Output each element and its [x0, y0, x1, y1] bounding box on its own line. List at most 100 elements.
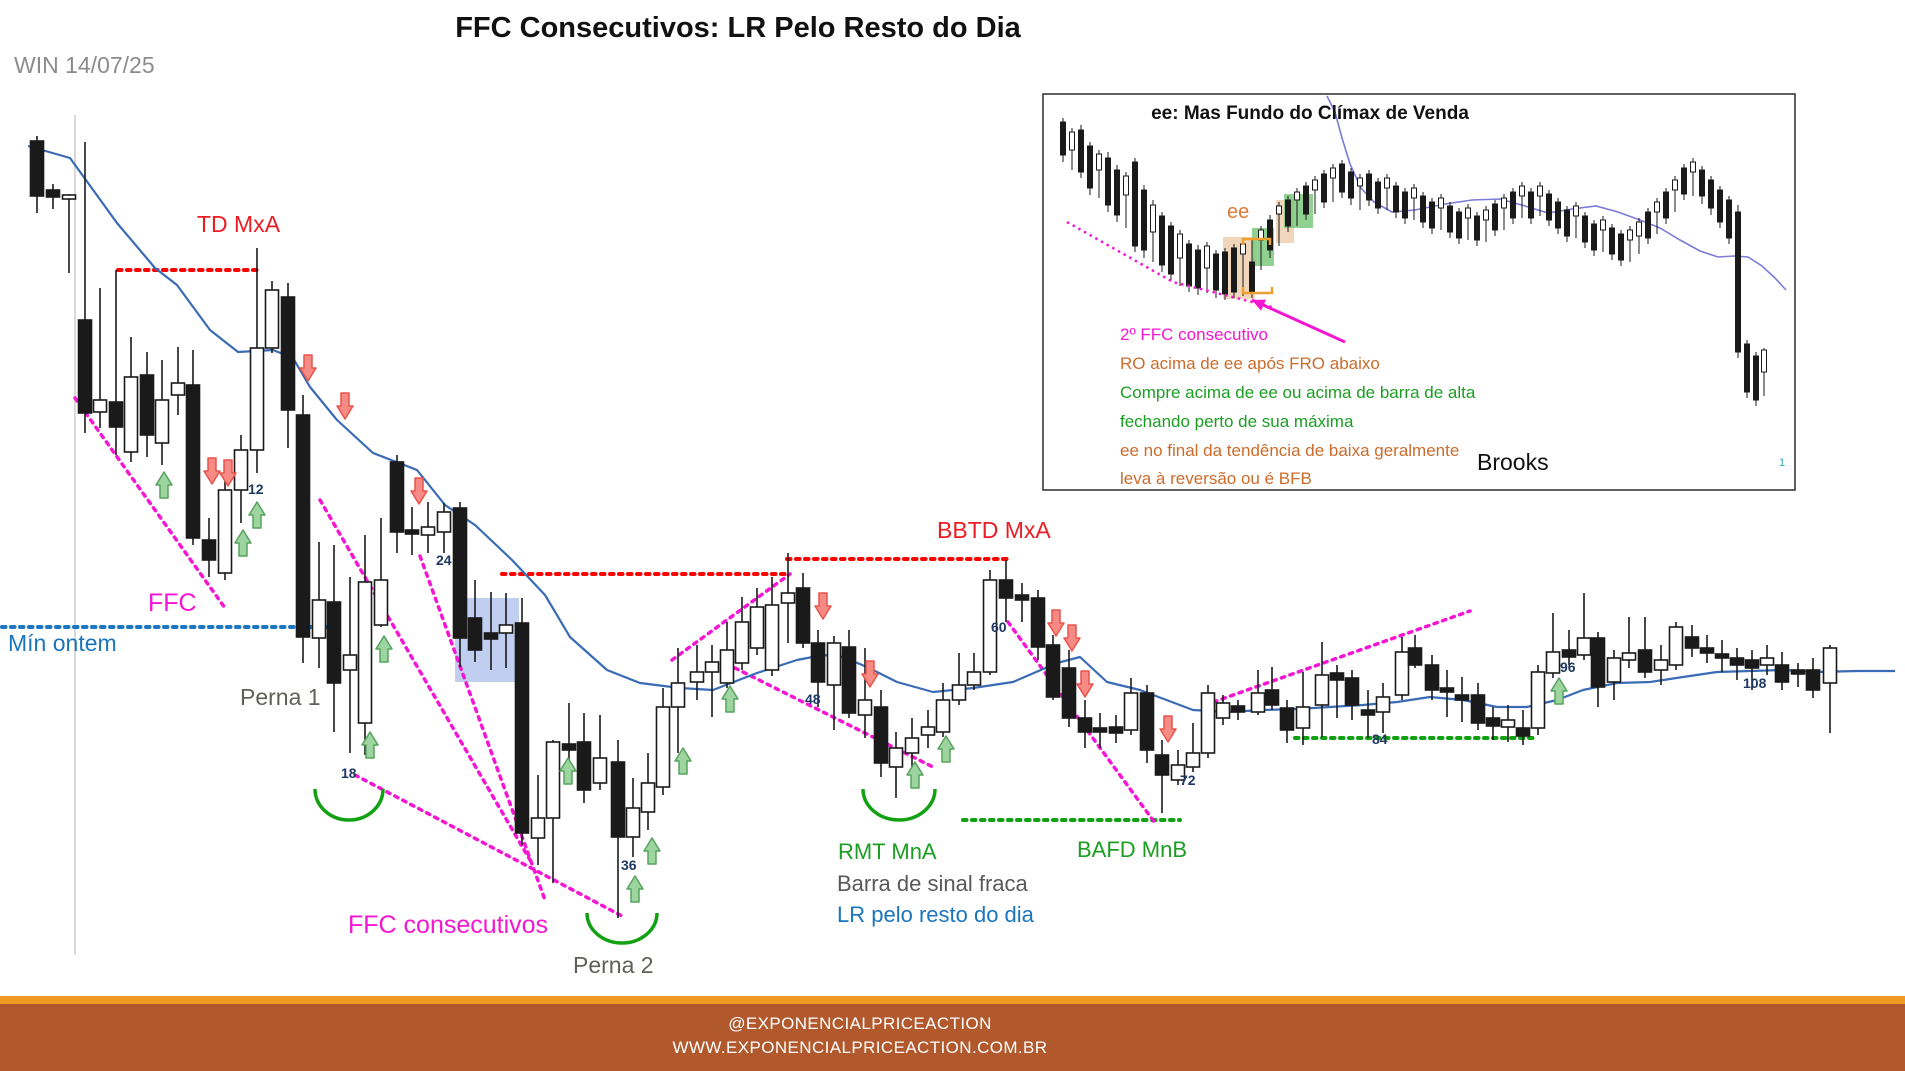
arc-18	[313, 788, 385, 822]
candlestick-bar	[1279, 700, 1295, 743]
inset-pointer-arrowhead	[1252, 299, 1266, 311]
candlestick-bar	[1123, 172, 1129, 228]
candlestick-bar	[841, 630, 857, 718]
candlestick-bar	[1030, 590, 1046, 660]
candlestick-bar	[1515, 710, 1531, 745]
candlestick-bar	[1530, 665, 1546, 735]
candlestick-bar	[217, 468, 233, 580]
candlestick-bar	[357, 535, 373, 755]
candlestick-bar	[1759, 645, 1775, 675]
candlestick-bar	[1060, 118, 1066, 162]
candlestick-bar	[1501, 194, 1507, 230]
candlestick-bar	[1729, 648, 1745, 680]
candlestick-bar	[1195, 245, 1201, 295]
candlestick-bar	[530, 775, 546, 865]
candlestick-bar	[1492, 200, 1498, 236]
candlestick-bar	[1078, 125, 1084, 178]
candlestick-bar	[625, 778, 641, 857]
ffc-consec-trendline-3	[418, 554, 547, 902]
candlestick-bar	[1045, 635, 1061, 700]
candlestick-bar	[1545, 613, 1561, 678]
candlestick-bar	[1303, 182, 1309, 220]
candlestick-bar	[1684, 625, 1700, 657]
candlestick-bar	[1357, 174, 1363, 210]
candlestick-bar	[1366, 170, 1372, 206]
bull-signal-arrow-icon	[626, 875, 644, 903]
footer-url: WWW.EXPONENCIALPRICEACTION.COM.BR	[672, 1038, 1048, 1057]
candlestick-bar	[1519, 182, 1525, 218]
candlestick-bar	[1653, 645, 1669, 685]
candlestick-bar	[123, 337, 139, 462]
candlestick-bar	[1822, 645, 1838, 733]
candlestick-bar	[1774, 652, 1790, 690]
candlestick-bar	[467, 580, 483, 662]
channel-down-line	[733, 666, 937, 770]
candlestick-bar	[373, 518, 389, 627]
candlestick-bar	[1185, 723, 1201, 772]
candlestick-bar	[249, 248, 265, 473]
bull-signal-arrow-icon	[721, 685, 739, 713]
bear-signal-arrow-icon	[203, 457, 221, 485]
candlestick-bar	[1108, 715, 1124, 743]
candlestick-bar	[1537, 182, 1543, 216]
candlestick-bar	[45, 184, 61, 209]
candlestick-bar	[61, 194, 77, 273]
candlestick-bar	[1411, 184, 1417, 220]
candlestick-bar	[655, 688, 671, 795]
candlestick-bar	[1213, 250, 1219, 298]
candlestick-bar	[1348, 168, 1354, 205]
candlestick-bar	[1096, 150, 1102, 198]
candlestick-bar	[1285, 196, 1291, 232]
bull-signal-arrow-icon	[643, 837, 661, 865]
candlestick-bar	[1528, 188, 1534, 224]
candlestick-bar	[935, 683, 951, 737]
candlestick-bar	[1295, 672, 1311, 745]
candlestick-bar	[904, 718, 920, 770]
candlestick-bar	[1790, 663, 1806, 687]
candlestick-bar	[1222, 248, 1228, 300]
candlestick-bar	[1735, 205, 1741, 358]
inset-border	[1042, 93, 1796, 491]
candlestick-bar	[951, 653, 967, 705]
candlestick-bar	[1714, 640, 1730, 672]
candlestick-bar	[77, 142, 93, 433]
candlestick-bar	[1591, 220, 1597, 256]
candlestick-bar	[1267, 215, 1273, 258]
candlestick-bar	[1061, 650, 1077, 727]
candlestick-bar	[420, 502, 436, 553]
candlestick-bar	[670, 648, 686, 753]
candlestick-bar	[1139, 685, 1155, 763]
candlestick-bar	[1699, 635, 1715, 663]
candlestick-bar	[998, 560, 1014, 622]
candlestick-bar	[1204, 242, 1210, 293]
candlestick-bar	[1014, 583, 1030, 622]
ffc-consec-trendline-2	[353, 773, 624, 918]
candlestick-bar	[311, 542, 327, 668]
candlestick-bar	[1699, 166, 1705, 204]
candlestick-bar	[610, 740, 626, 918]
candlestick-bar	[201, 518, 217, 577]
candlestick-bar	[719, 622, 735, 688]
candlestick-bar	[280, 283, 296, 448]
candlestick-bar	[1230, 700, 1246, 720]
candlestick-bar	[640, 753, 656, 830]
candlestick-bar	[795, 573, 811, 648]
candlestick-bar	[592, 715, 608, 790]
candlestick-bar	[1329, 665, 1345, 718]
candlestick-bar	[764, 577, 780, 676]
candlestick-bar	[1154, 740, 1170, 813]
candlestick-bar	[483, 592, 499, 670]
candlestick-bar	[1573, 202, 1579, 238]
candlestick-bar	[1344, 670, 1360, 720]
footer-stripe	[0, 996, 1905, 1004]
candlestick-bar	[1485, 707, 1501, 740]
channel-up-line	[670, 572, 792, 662]
candlestick-bar	[873, 690, 889, 777]
candlestick-bar	[1668, 622, 1684, 670]
bear-signal-arrow-icon	[410, 477, 428, 505]
candlestick-bar	[810, 630, 826, 707]
candlestick-bar	[1474, 212, 1480, 246]
inset-entry-bracket-top	[1241, 237, 1272, 245]
candlestick-bar	[1170, 750, 1186, 785]
